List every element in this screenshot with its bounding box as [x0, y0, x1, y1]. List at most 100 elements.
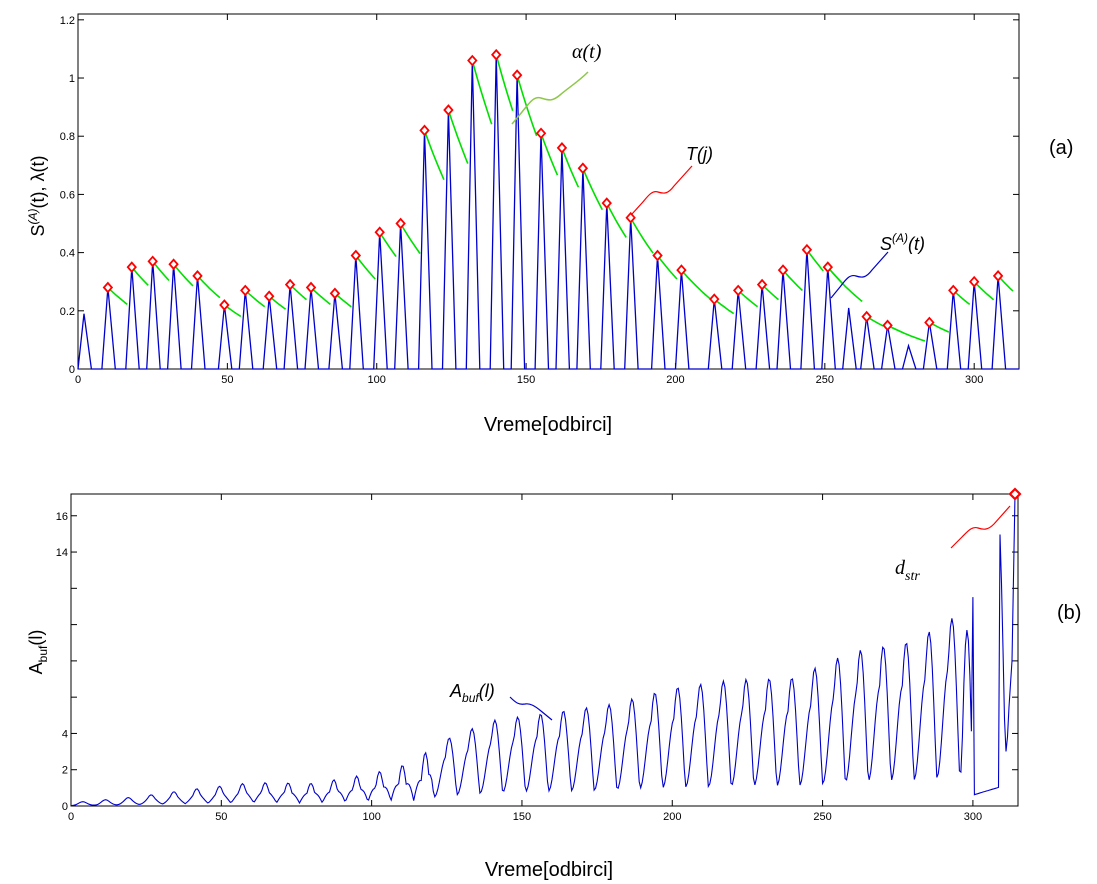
T-annotation: T(j) — [686, 144, 713, 164]
peak-marker — [240, 284, 251, 297]
lambda-series — [107, 54, 1014, 342]
peak-marker — [777, 264, 789, 276]
lambda-segment — [887, 324, 926, 342]
peak-marker — [467, 54, 478, 67]
peak-marker — [443, 104, 454, 116]
S-annotation: S(A)(t) — [880, 231, 925, 254]
peak-marker — [263, 290, 275, 303]
final-point-marker — [1008, 487, 1022, 501]
lambda-segment — [761, 284, 779, 301]
y-tick-label: 0.6 — [60, 189, 75, 201]
peak-marker — [924, 316, 935, 329]
lambda-segment — [540, 133, 559, 176]
signal-series — [77, 54, 1019, 370]
peak-marker — [801, 243, 813, 256]
x-tick-label: 50 — [221, 374, 233, 386]
x-tick-label: 300 — [964, 811, 982, 823]
y-tick-label: 16 — [56, 511, 68, 523]
lambda-segment — [495, 54, 514, 111]
panel-label-b: (b) — [1057, 602, 1081, 624]
lambda-segment — [737, 289, 759, 308]
lambda-segment — [582, 167, 604, 211]
T-leader-line — [631, 165, 693, 215]
signal-line — [77, 54, 1019, 370]
peak-marker — [992, 270, 1004, 282]
lambda-segment — [827, 266, 863, 303]
y-axis-label-b: Abuf(l) — [26, 630, 50, 675]
peak-marker — [676, 264, 687, 276]
panel-b: 0 50 100 150 200 250 300 0 2 4 14 16 Vreme[odbirci]… — [26, 487, 1081, 881]
lambda-segment — [516, 74, 538, 137]
lambda-segment — [680, 269, 711, 300]
peak-marker — [419, 124, 430, 137]
lambda-segment — [782, 269, 803, 292]
y-tick-label: 0.2 — [60, 306, 75, 318]
panel-a: 0 50 100 150 200 250 300 0 0.2 0.4 0.6 0.8 1 1.2 Vrem… — [26, 13, 1073, 436]
plot-area-b — [70, 493, 1019, 807]
x-tick-label: 200 — [666, 374, 684, 386]
peak-marker — [732, 284, 744, 297]
lambda-segment — [244, 289, 266, 308]
peak-marker — [491, 48, 502, 61]
x-tick-label: 50 — [215, 811, 227, 823]
peak-marker — [219, 299, 230, 311]
lambda-segment — [929, 321, 950, 333]
lambda-segment — [973, 281, 995, 301]
x-axis-label-a: Vreme[odbirci] — [484, 414, 612, 436]
lambda-segment — [471, 60, 493, 125]
peak-marker — [329, 287, 341, 300]
lambda-segment — [355, 255, 376, 280]
y-tick-label: 1.2 — [60, 15, 75, 27]
lambda-segment — [334, 292, 352, 308]
abuf-annotation: Abuf(l) — [449, 681, 495, 705]
x-tick-label: 0 — [75, 374, 81, 386]
x-tick-label: 100 — [368, 374, 386, 386]
peak-marker — [968, 275, 980, 288]
x-tick-label: 0 — [68, 811, 74, 823]
peak-marker — [126, 261, 137, 274]
peak-marker — [192, 270, 203, 282]
y-tick-label: 0.4 — [60, 248, 75, 260]
lambda-segment — [713, 298, 735, 315]
peak-marker — [556, 141, 568, 154]
lambda-segment — [952, 289, 971, 306]
peak-marker — [147, 255, 158, 268]
lambda-segment — [399, 223, 421, 255]
y-tick-label: 0 — [69, 364, 75, 376]
x-tick-label: 100 — [362, 811, 380, 823]
peak-marker — [709, 293, 720, 306]
abuf-line — [70, 493, 1016, 807]
y-tick-label: 1 — [69, 73, 75, 85]
peak-marker — [756, 278, 768, 291]
lambda-segment — [561, 147, 580, 188]
x-tick-label: 300 — [965, 374, 983, 386]
lambda-segment — [268, 295, 287, 310]
x-tick-label: 200 — [663, 811, 681, 823]
y-tick-label: 0.8 — [60, 131, 75, 143]
peak-markers — [102, 48, 1004, 332]
x-tick-label: 150 — [517, 374, 535, 386]
lambda-segment — [310, 286, 331, 306]
peak-marker — [652, 249, 663, 262]
peak-marker — [625, 211, 636, 224]
axis-ticks-a: 0 50 100 150 200 250 300 0 0.2 0.4 0.6 0.8 1 1.2 — [60, 14, 1019, 386]
peak-marker — [284, 278, 296, 291]
lambda-segment — [107, 286, 128, 306]
lambda-segment — [152, 260, 170, 282]
alpha-annotation: α(t) — [572, 41, 602, 63]
lambda-segment — [806, 249, 824, 272]
y-tick-label: 2 — [62, 765, 68, 777]
alpha-leader-line — [511, 71, 589, 125]
peak-marker — [350, 249, 362, 262]
peak-marker — [822, 261, 834, 274]
abuf-series — [70, 493, 1016, 807]
y-axis-label-a: S(A)(t), λ(t) — [26, 156, 48, 237]
lambda-segment — [196, 275, 221, 299]
peak-marker — [577, 162, 589, 175]
dstr-annotation: dstr — [895, 557, 920, 584]
y-tick-label: 14 — [56, 547, 68, 559]
peak-marker — [305, 281, 317, 294]
peak-marker — [948, 284, 959, 297]
x-tick-label: 250 — [816, 374, 834, 386]
